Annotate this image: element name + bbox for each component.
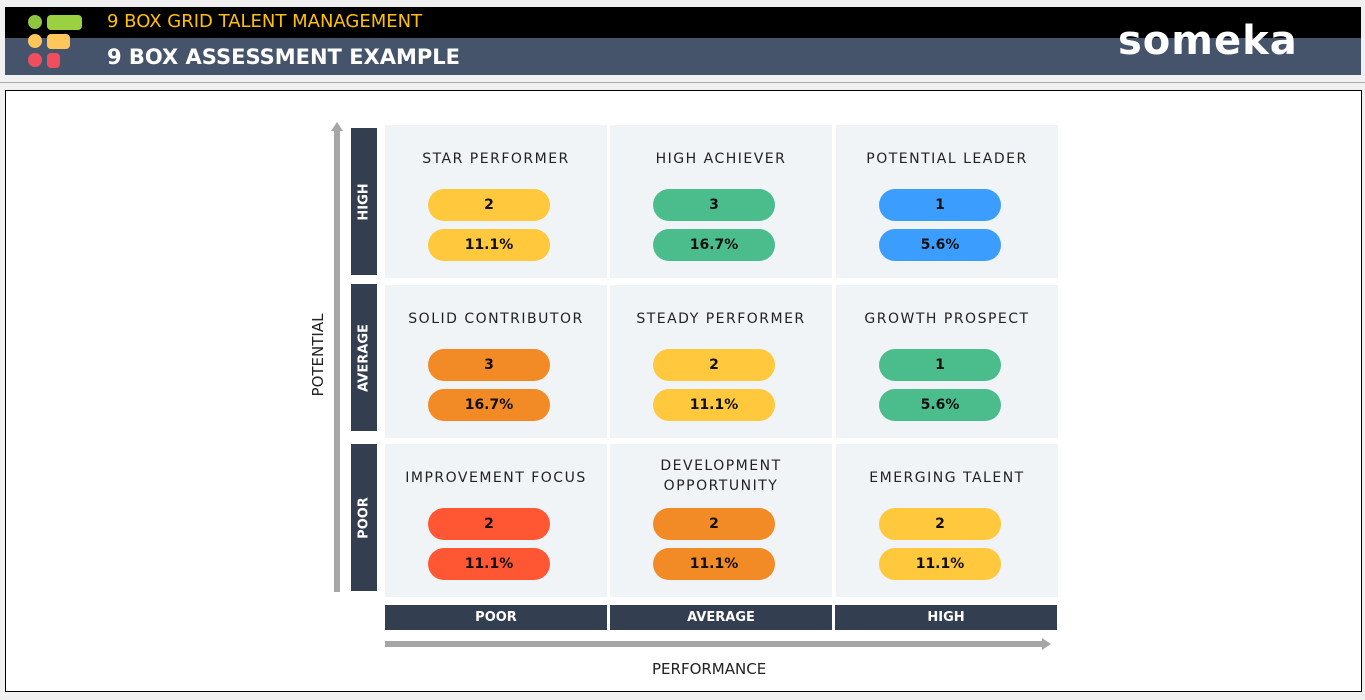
employee-count: 1 [879,189,1001,221]
box-title: EMERGING TALENT [869,470,1025,486]
app-title: 9 BOX GRID TALENT MANAGEMENT [107,11,423,32]
someka-logo[interactable]: someka [1118,18,1298,64]
grid-box: EMERGING TALENT 2 11.1% [836,444,1058,597]
employee-percent: 16.7% [653,229,775,261]
box-title: GROWTH PROSPECT [864,311,1030,327]
employee-percent: 11.1% [653,389,775,421]
grid-box: HIGH ACHIEVER 3 16.7% [610,125,832,278]
label-text: HIGH [356,182,372,221]
employee-percent: 5.6% [879,229,1001,261]
label-text: AVERAGE [356,323,372,392]
page-title: 9 BOX ASSESSMENT EXAMPLE [107,45,461,69]
employee-count: 2 [879,508,1001,540]
grid-box: STEADY PERFORMER 2 11.1% [610,285,832,438]
box-title: HIGH ACHIEVER [655,151,787,167]
box-title: STEADY PERFORMER [636,311,806,327]
grid-box: SOLID CONTRIBUTOR 3 16.7% [385,285,607,438]
employee-percent: 11.1% [879,548,1001,580]
header-bar [5,7,1361,38]
potential-axis-arrow [334,130,340,592]
potential-average-label: AVERAGE [351,284,377,431]
box-title: POTENTIAL LEADER [866,151,1028,167]
employee-count: 3 [653,189,775,221]
performance-average-label: AVERAGE [610,605,832,630]
performance-axis-arrow [385,641,1043,647]
employee-count: 3 [428,349,550,381]
potential-poor-label: POOR [351,444,377,591]
employee-count: 1 [879,349,1001,381]
grid-box: GROWTH PROSPECT 1 5.6% [836,285,1058,438]
x-axis-label: PERFORMANCE [652,660,767,678]
grid-box: DEVELOPMENT OPPORTUNITY 2 11.1% [610,444,832,597]
header-subbar [5,38,1361,75]
employee-percent: 11.1% [428,229,550,261]
employee-percent: 16.7% [428,389,550,421]
grid-box: STAR PERFORMER 2 11.1% [385,125,607,278]
grid-box: IMPROVEMENT FOCUS 2 11.1% [385,444,607,597]
divider [0,82,1365,83]
box-title: STAR PERFORMER [422,151,570,167]
employee-count: 2 [653,349,775,381]
grid-box: POTENTIAL LEADER 1 5.6% [836,125,1058,278]
employee-percent: 11.1% [428,548,550,580]
employee-percent: 5.6% [879,389,1001,421]
employee-count: 2 [653,508,775,540]
arrow-right-icon [1042,638,1051,650]
box-title: DEVELOPMENT OPPORTUNITY [660,458,782,494]
potential-high-label: HIGH [351,128,377,275]
employee-percent: 11.1% [653,548,775,580]
box-title: IMPROVEMENT FOCUS [405,470,587,486]
label-text: POOR [356,496,372,539]
employee-count: 2 [428,508,550,540]
y-axis-label: POTENTIAL [309,313,327,397]
arrow-up-icon [331,122,343,131]
box-title: SOLID CONTRIBUTOR [408,311,584,327]
employee-count: 2 [428,189,550,221]
performance-high-label: HIGH [835,605,1057,630]
performance-poor-label: POOR [385,605,607,630]
